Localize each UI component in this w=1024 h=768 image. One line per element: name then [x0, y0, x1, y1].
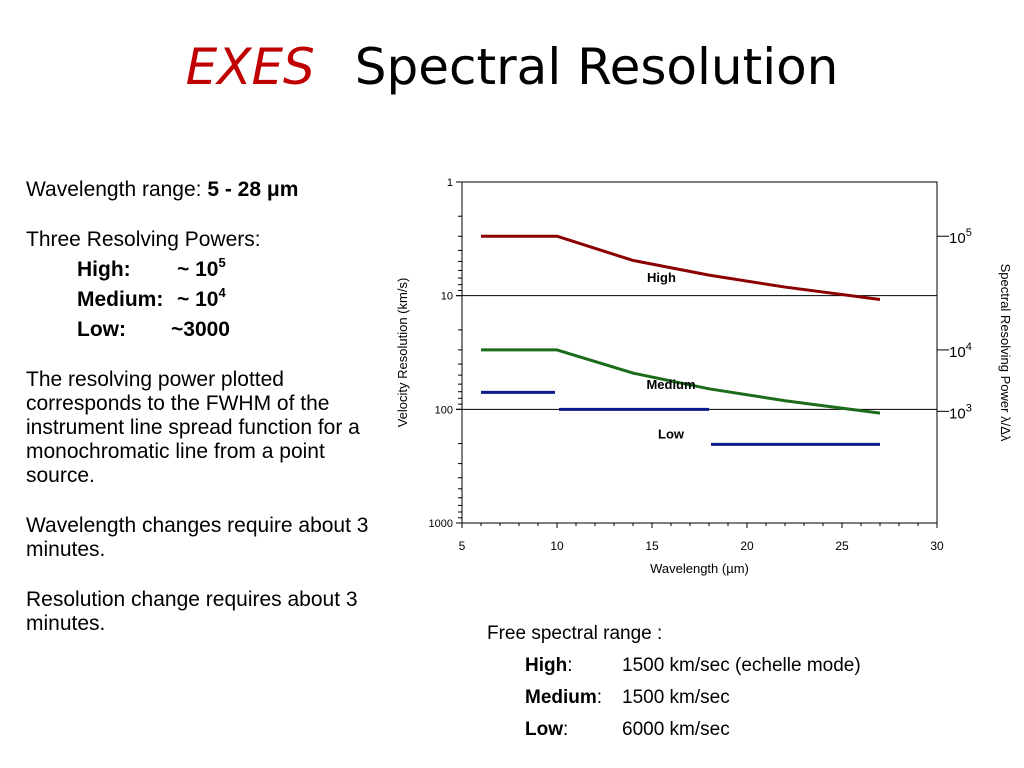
- fsr-row-high: High: 1500 km/sec (echelle mode): [525, 650, 861, 682]
- y-axis-title: Velocity Resolution (km/s): [395, 278, 410, 428]
- paragraph-resolution-change: Resolution change requires about 3 minut…: [26, 588, 358, 635]
- y2-tick-base: 10: [949, 230, 966, 247]
- row-high-value: ~ 10: [177, 258, 219, 281]
- wavelength-label: Wavelength range:: [26, 178, 208, 201]
- fsr-row-low: Low: 6000 km/sec: [525, 714, 861, 746]
- paragraph-wavelength-change: Wavelength changes require about 3 minut…: [26, 514, 369, 561]
- y2-tick-exp: 5: [966, 227, 972, 239]
- y-tick-label-2: 100: [435, 404, 453, 416]
- y-tick-label-0: 1: [447, 177, 453, 189]
- y2-tick-exp: 3: [966, 402, 972, 414]
- y-tick-label-1: 10: [441, 291, 453, 303]
- x-tick-label-5: 30: [930, 539, 944, 553]
- series-high-line: [481, 234, 881, 301]
- row-low: Low: ~3000: [77, 318, 371, 342]
- fsr-medium-label: Medium: [525, 687, 597, 708]
- row-medium-exp: 4: [218, 284, 226, 300]
- row-high-exp: 5: [218, 254, 226, 270]
- fsr-medium-value: 1500 km/sec: [622, 687, 730, 708]
- row-high-label: High:: [77, 258, 131, 281]
- fsr-low-value: 6000 km/sec: [622, 719, 730, 740]
- x-axis-title: Wavelength (µm): [650, 561, 749, 576]
- fsr-low-label: Low: [525, 719, 563, 740]
- row-low-value: ~3000: [171, 318, 230, 341]
- row-medium: Medium: ~ 104: [77, 284, 371, 312]
- wavelength-value: 5 - 28 μm: [207, 178, 299, 201]
- y2-tick-exp: 4: [966, 341, 972, 353]
- left-text-panel: Wavelength range: 5 - 28 μm Three Resolv…: [26, 178, 371, 636]
- fsr-high-sep: :: [567, 655, 573, 676]
- fsr-high-value: 1500 km/sec (echelle mode): [622, 655, 861, 676]
- y2-tick-base: 10: [949, 405, 966, 422]
- fsr-medium-sep: :: [596, 687, 603, 708]
- free-spectral-range: Free spectral range : High: 1500 km/sec (…: [487, 618, 861, 746]
- y2-tick-base: 10: [949, 344, 966, 361]
- fsr-row-medium: Medium: 1500 km/sec: [525, 682, 861, 714]
- plot-frame: [461, 181, 938, 524]
- row-low-label: Low:: [77, 318, 126, 341]
- x-tick-label-0: 5: [459, 539, 466, 553]
- row-medium-label: Medium:: [77, 288, 164, 311]
- wavelength-range: Wavelength range: 5 - 28 μm: [26, 178, 371, 202]
- x-tick-label-2: 15: [645, 539, 659, 553]
- y2-tick-label-2: 103: [949, 402, 972, 422]
- x-tick-label-3: 20: [740, 539, 754, 553]
- fsr-heading: Free spectral range :: [487, 623, 663, 644]
- y2-tick-label-1: 104: [949, 341, 972, 361]
- line-label-medium: Medium: [646, 377, 695, 392]
- x-tick-label-4: 25: [835, 539, 849, 553]
- title-rest: Spectral Resolution: [354, 38, 839, 96]
- x-tick-label-1: 10: [550, 539, 564, 553]
- row-medium-value: ~ 10: [177, 288, 219, 311]
- fsr-high-label: High: [525, 655, 568, 676]
- title-exes: EXES: [185, 38, 315, 96]
- line-label-low: Low: [658, 427, 685, 442]
- line-label-high: High: [647, 270, 676, 285]
- resolving-heading: Three Resolving Powers:: [26, 228, 261, 251]
- series-medium-line: [481, 348, 881, 415]
- paragraph-fwhm: The resolving power plotted corresponds …: [26, 368, 360, 487]
- y2-axis-title: Spectral Resolving Power λ/Δλ: [998, 264, 1013, 442]
- y-tick-label-3: 1000: [429, 518, 453, 530]
- row-high: High: ~ 105: [77, 254, 371, 282]
- y2-tick-label-0: 105: [949, 227, 972, 247]
- fsr-low-sep: :: [563, 719, 569, 740]
- slide-title: EXES Spectral Resolution: [0, 36, 1024, 98]
